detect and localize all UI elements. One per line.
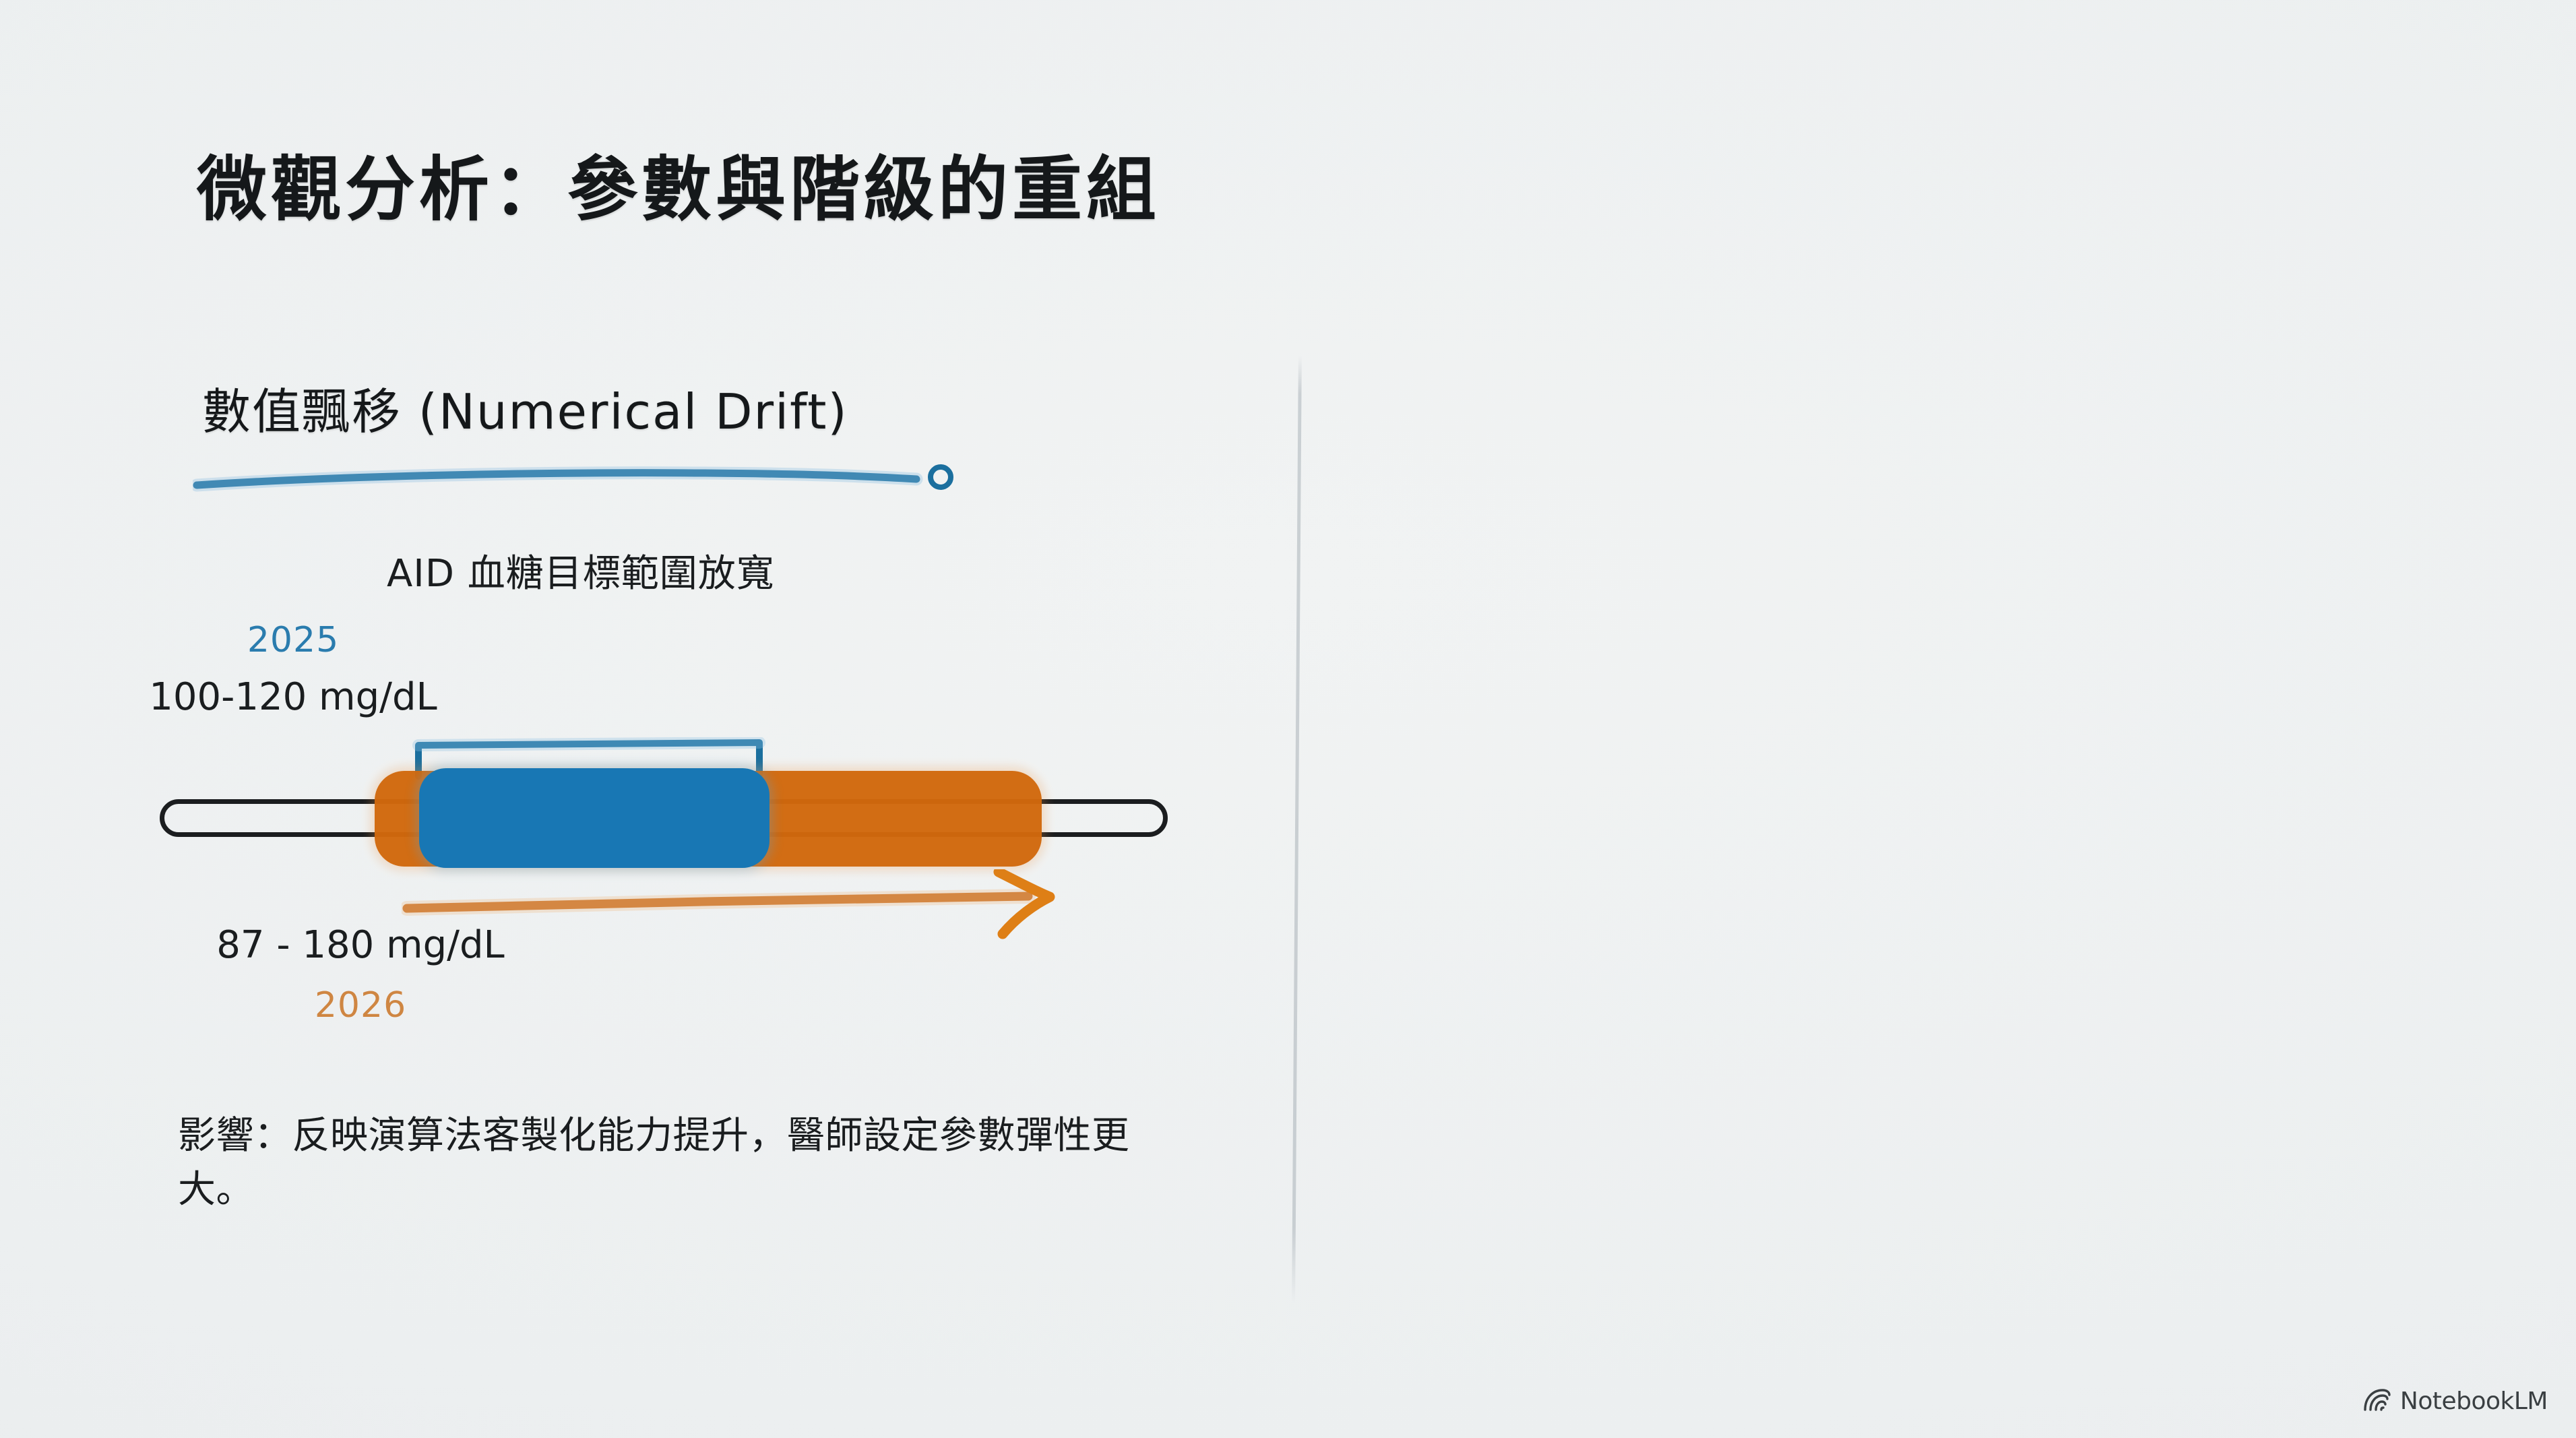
notebooklm-label: NotebookLM [2399,1387,2548,1415]
glucose-year-2026-label: 2026 [314,985,407,1026]
right-column: 用藥位階重組 AID vs. MDI：從上下游到平行競爭 Old Hierarc… [1294,0,2576,1438]
range-bracket-2025 [412,737,765,780]
glucose-range-diagram: 2025 100-120 mg/dL 87 - 180 mg/dL 2026 [0,0,1294,1051]
glucose-range-2026-label: 87 - 180 mg/dL [216,923,505,967]
left-section-heading: 數值飄移 (Numerical Drift) [202,383,848,440]
blue-underline-decoration [190,458,958,493]
left-column: 數值飄移 (Numerical Drift) AID 血糖目標範圍放寬 2025… [0,0,1294,1212]
notebooklm-spiral-icon [2363,1387,2391,1415]
notebooklm-watermark: NotebookLM [2363,1387,2548,1415]
glucose-year-2025-label: 2025 [247,620,340,660]
hierarchy-diagrams: Old Hierarchy New Hierarchy MDI AID [1294,0,2576,1051]
left-impact-paragraph: 影響：反映演算法客製化能力提升，醫師設定參數彈性更大。 [178,1114,1130,1212]
glucose-range-2025-label: 100-120 mg/dL [149,675,437,719]
glucose-band-2025 [419,768,769,868]
page-title: 微觀分析：參數與階級的重組 [197,148,1161,230]
left-sub-caption: AID 血糖目標範圍放寬 [387,552,775,596]
widening-arrow-icon [400,867,1075,941]
